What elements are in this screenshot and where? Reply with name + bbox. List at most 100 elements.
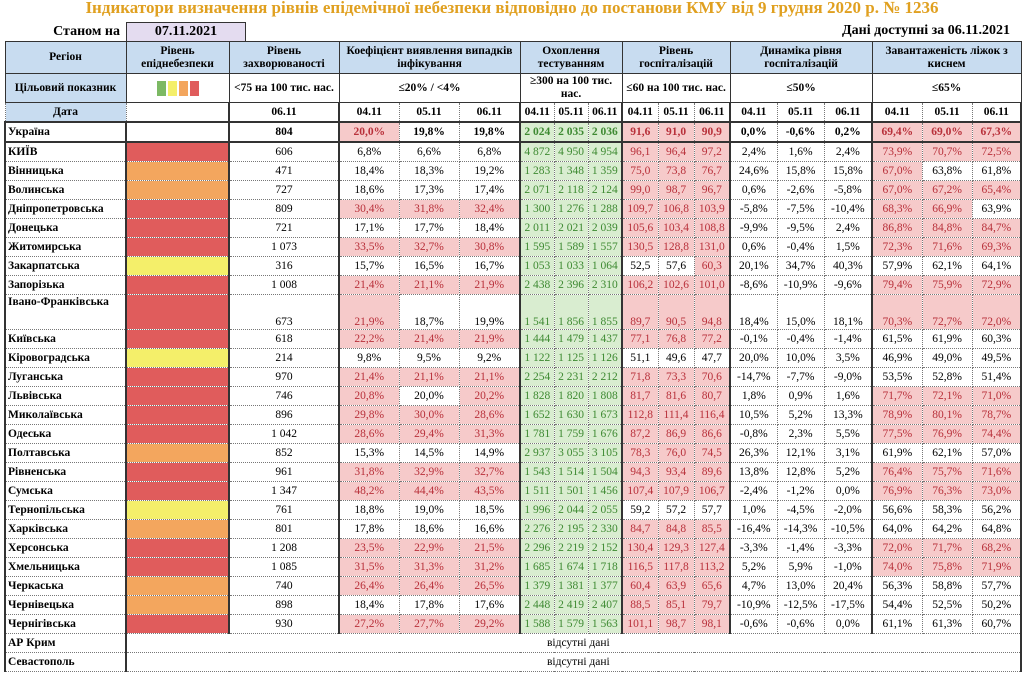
- testing-value: 2 254: [519, 367, 555, 387]
- testing-value: 1 674: [553, 557, 589, 577]
- hosp-dynamics-value: -4,5%: [776, 500, 825, 520]
- date-row: Дата 06.11 04.11 05.11 06.11 04.11 05.11 06.1…: [4, 102, 1023, 123]
- oxygen-beds-value: 75,7%: [921, 462, 973, 482]
- detection-coef-value: 43,5%: [458, 481, 521, 501]
- detection-coef-value: 29,2%: [458, 614, 521, 634]
- detection-coef-value: 9,8%: [338, 348, 400, 368]
- detection-coef-value: 48,2%: [338, 481, 400, 501]
- hosp-dynamics-value: 24,6%: [729, 161, 778, 181]
- oxygen-beds-value: 84,7%: [971, 218, 1023, 238]
- testing-value: 4 950: [553, 141, 589, 162]
- hosp-dynamics-value: 4,7%: [729, 576, 778, 596]
- testing-value: 1 759: [553, 424, 589, 444]
- detection-coef-value: 31,3%: [398, 557, 460, 577]
- oxygen-beds-value: 61,9%: [871, 443, 923, 463]
- hospitalization-value: 116,5: [621, 557, 659, 577]
- hosp-dynamics-value: -1,2%: [776, 481, 825, 501]
- as-of-label: Станом на: [53, 24, 120, 39]
- detection-coef-value: 18,6%: [398, 519, 460, 539]
- region-name: Одеська: [4, 424, 127, 444]
- oxygen-beds-value: 68,3%: [871, 199, 923, 219]
- hosp-dynamics-value: 12,8%: [776, 462, 825, 482]
- hosp-dynamics-value: 13,3%: [823, 405, 873, 425]
- incidence-value: 606: [228, 141, 340, 162]
- oxygen-beds-value: 49,5%: [971, 348, 1023, 368]
- detection-coef-value: 19,0%: [398, 500, 460, 520]
- hosp-dynamics-value: 0,0%: [729, 121, 778, 143]
- oxygen-beds-value: 77,5%: [871, 424, 923, 444]
- date-header-cell: 06.11: [587, 102, 623, 123]
- oxygen-beds-value: 60,7%: [971, 614, 1023, 634]
- epidemic-level-indicator: [125, 519, 230, 539]
- oxygen-beds-value: 84,8%: [921, 218, 973, 238]
- hospitalization-value: 78,3: [621, 443, 659, 463]
- detection-coef-value: 18,4%: [338, 595, 400, 615]
- oxygen-beds-value: 67,0%: [871, 161, 923, 181]
- hosp-dynamics-value: 0,9%: [776, 386, 825, 406]
- oxygen-beds-value: 79,4%: [871, 275, 923, 295]
- detection-coef-value: 9,2%: [458, 348, 521, 368]
- hospitalization-value: 94,8: [693, 294, 731, 330]
- oxygen-beds-value: 76,4%: [871, 462, 923, 482]
- hosp-dynamics-value: -0,8%: [729, 424, 778, 444]
- oxygen-beds-value: 57,0%: [971, 443, 1023, 463]
- detection-coef-value: 18,3%: [398, 161, 460, 181]
- region-name: Чернівецька: [4, 595, 127, 615]
- hospitalization-value: 63,9: [657, 576, 695, 596]
- detection-coef-value: 21,4%: [338, 367, 400, 387]
- epidemic-level-indicator: [125, 500, 230, 520]
- hosp-dynamics-value: -10,4%: [823, 199, 873, 219]
- testing-value: 2 219: [553, 538, 589, 558]
- target-incidence: <75 на 100 тис. нас.: [228, 73, 340, 103]
- hospitalization-value: 65,6: [693, 576, 731, 596]
- oxygen-beds-value: 78,7%: [971, 405, 1023, 425]
- testing-value: 1 064: [587, 256, 623, 276]
- detection-coef-value: 19,2%: [458, 161, 521, 181]
- region-name: Севастополь: [4, 652, 127, 672]
- oxygen-beds-value: 65,4%: [971, 180, 1023, 200]
- table-row: Закарпатська 316 15,7% 16,5% 16,7% 1 053 1 033…: [4, 256, 1023, 276]
- testing-value: 2 071: [519, 180, 555, 200]
- detection-coef-value: 21,9%: [458, 329, 521, 349]
- incidence-value: 801: [228, 519, 340, 539]
- indicators-table: Регіон Рівень епіднебезпеки Рівень захво…: [4, 41, 1023, 672]
- detection-coef-value: 21,5%: [458, 538, 521, 558]
- hospitalization-value: 98,7: [657, 180, 695, 200]
- region-name: Донецька: [4, 218, 127, 238]
- epidemic-level-indicator: [125, 237, 230, 257]
- hospitalization-value: 73,8: [657, 161, 695, 181]
- hospitalization-value: 81,7: [621, 386, 659, 406]
- page-title: Індикатори визначення рівнів епідемічної…: [85, 0, 939, 17]
- as-of-date: 07.11.2021: [126, 22, 246, 42]
- incidence-value: 1 073: [228, 237, 340, 257]
- data-available-label: Дані доступні за 06.11.2021: [842, 23, 1010, 38]
- epidemic-level-indicator: [125, 462, 230, 482]
- hospitalization-value: 97,2: [693, 141, 731, 162]
- hosp-dynamics-value: 34,7%: [776, 256, 825, 276]
- hospitalization-value: 60,3: [693, 256, 731, 276]
- testing-value: 2 044: [553, 500, 589, 520]
- hospitalization-value: 103,4: [657, 218, 695, 238]
- testing-value: 4 954: [587, 141, 623, 162]
- hospitalization-value: 98,7: [657, 614, 695, 634]
- oxygen-beds-value: 73,0%: [971, 481, 1023, 501]
- testing-value: 2 407: [587, 595, 623, 615]
- testing-value: 1 828: [519, 386, 555, 406]
- hospitalization-value: 47,7: [693, 348, 731, 368]
- detection-coef-value: 19,8%: [458, 121, 521, 143]
- epidemic-level-indicator: [125, 199, 230, 219]
- region-name: Івано-Франківська: [4, 294, 127, 330]
- date-header-cell: 04.11: [621, 102, 659, 123]
- testing-value: 1 630: [553, 405, 589, 425]
- table-row: Одеська 1 042 28,6% 29,4% 31,3% 1 781 1 759 1 6…: [4, 424, 1023, 444]
- header-level: Рівень епіднебезпеки: [125, 41, 230, 74]
- hospitalization-value: 94,3: [621, 462, 659, 482]
- testing-value: 1 511: [519, 481, 555, 501]
- oxygen-beds-value: 57,7%: [971, 576, 1023, 596]
- testing-value: 1 820: [553, 386, 589, 406]
- hospitalization-value: 96,1: [621, 141, 659, 162]
- incidence-value: 896: [228, 405, 340, 425]
- hosp-dynamics-value: 0,0%: [823, 481, 873, 501]
- hospitalization-value: 70,6: [693, 367, 731, 387]
- oxygen-beds-value: 86,8%: [871, 218, 923, 238]
